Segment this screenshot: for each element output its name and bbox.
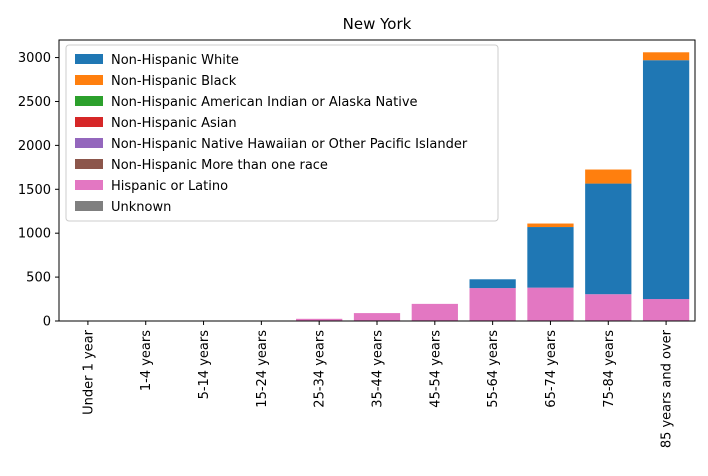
bar-1-8 [469,279,516,289]
y-tick-label-1: 0 [43,315,51,330]
y-tick-label-4: 1500 [18,183,51,198]
legend-label-1: Non-Hispanic White [111,53,239,68]
bar-7-6 [353,313,401,321]
bar-2-9 [527,223,574,228]
x-tick-label-2: 1-4 years [139,330,154,391]
x-tick-label-1: Under 1 year [81,329,96,415]
x-tick-label-4: 15-24 years [255,330,270,408]
legend-label-3: Non-Hispanic American Indian or Alaska N… [111,95,418,110]
y-tick-label-2: 500 [26,271,51,286]
bar-1-11 [642,60,690,300]
y-tick-label-7: 3000 [18,51,51,66]
x-tick-label-9: 65-74 years [544,330,559,408]
x-tick-label-6: 35-44 years [371,330,386,408]
y-tick-label-3: 1000 [18,227,51,242]
legend-label-2: Non-Hispanic Black [111,74,237,89]
bars-layer [296,52,690,321]
bar-2-11 [642,52,690,61]
legend-label-4: Non-Hispanic Asian [111,116,237,131]
x-tick-label-7: 45-54 years [428,330,443,408]
bar-7-11 [642,299,690,321]
y-tick-label-6: 2500 [18,95,51,110]
x-tick-label-3: 5-14 years [197,330,212,400]
bar-7-10 [585,294,632,321]
legend-swatch-1 [75,54,103,64]
legend-box [65,44,499,222]
legend-label-7: Hispanic or Latino [111,179,228,194]
x-tick-label-11: 85 years and over [660,329,675,448]
legend-swatch-4 [75,117,103,127]
axes-layer: 0 500 1000 1500 2000 2500 3000 Under 1 year 1-4 … [18,39,696,448]
legend-swatch-7 [75,180,103,190]
bar-7-9 [527,287,574,321]
legend-swatch-3 [75,96,103,106]
bar-1-9 [527,227,574,288]
legend: Non-Hispanic White Non-Hispanic Black Non-… [65,44,499,222]
bar-7-7 [411,303,458,321]
legend-label-6: Non-Hispanic More than one race [111,158,328,173]
x-tick-label-5: 25-34 years [313,330,328,408]
bar-7-8 [469,288,516,321]
y-tick-label-5: 2000 [18,139,51,154]
legend-swatch-8 [75,201,103,211]
legend-swatch-6 [75,159,103,169]
legend-swatch-2 [75,75,103,85]
x-tick-label-10: 75-84 years [602,330,617,408]
bar-2-10 [585,169,632,184]
legend-label-5: Non-Hispanic Native Hawaiian or Other Pa… [111,137,468,152]
legend-label-8: Unknown [111,200,171,215]
legend-swatch-5 [75,138,103,148]
bar-1-10 [585,183,632,295]
bar-7-5 [296,318,343,321]
x-tick-label-8: 55-64 years [486,330,501,408]
chart-title: New York [343,15,412,33]
